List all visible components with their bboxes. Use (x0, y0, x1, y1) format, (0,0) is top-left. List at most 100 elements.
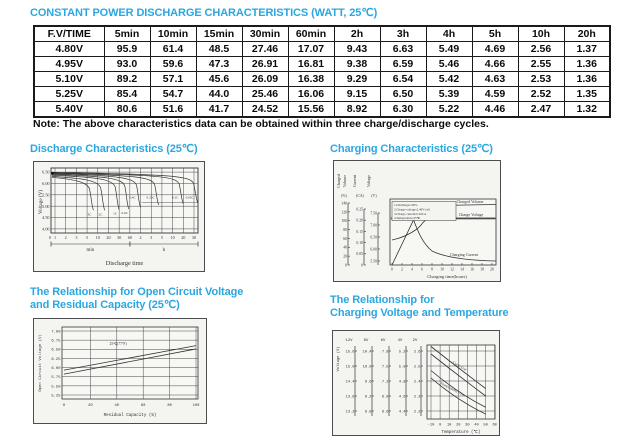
table-cell: 24.52 (241, 101, 289, 118)
table-cell: 26.09 (241, 71, 289, 87)
svg-text:Charged: Charged (336, 174, 341, 187)
svg-text:6.00: 6.00 (51, 367, 61, 371)
svg-text:2.4: 2.4 (414, 380, 421, 384)
table-cell: 4.95V (33, 56, 105, 72)
svg-text:5.75: 5.75 (51, 376, 61, 380)
table-cell: 9.29 (333, 71, 381, 87)
table-cell: 95.9 (103, 41, 151, 57)
table-cell: 2.53 (517, 71, 565, 87)
table-cell: 1.36 (563, 56, 611, 72)
table-header-cell: 20h (563, 25, 611, 42)
svg-text:3: 3 (150, 235, 152, 240)
svg-text:60: 60 (343, 237, 347, 241)
svg-text:20: 20 (490, 268, 494, 272)
svg-text:2.Charge voltage:2.40V/cell: 2.Charge voltage:2.40V/cell (394, 207, 430, 211)
table-cell: 6.30 (379, 101, 427, 118)
svg-text:7.2: 7.2 (382, 380, 389, 384)
cvt-chart-title-line2: Charging Voltage and Temperature (330, 307, 509, 319)
svg-text:Voltage: Voltage (366, 175, 371, 187)
table-cell: 5.39 (425, 86, 473, 102)
table-cell: 61.4 (149, 41, 197, 57)
table-cell: 2.52 (517, 86, 565, 102)
svg-text:2C: 2C (99, 212, 104, 216)
svg-text:1.Discharge:100%: 1.Discharge:100% (394, 203, 418, 207)
svg-text:Current: Current (352, 174, 357, 187)
ocv-chart-svg: Open Circuit Voltage (V) 7.00 6.75 6.50 6.25… (38, 326, 200, 418)
cvt-chart-title: The Relationship for Charging Voltage an… (330, 294, 509, 320)
svg-text:20: 20 (106, 235, 110, 240)
ocv-chart-title-line2: and Residual Capacity (25℃) (30, 299, 180, 311)
svg-text:10: 10 (440, 268, 444, 272)
svg-text:50: 50 (483, 424, 487, 428)
ocv-chart-title-line1: The Relationship for Open Circuit Voltag… (30, 286, 244, 298)
svg-text:Charging Current: Charging Current (450, 252, 479, 257)
cvt-chart-svg: Voltage (V) 12V 8V 6V 4V 2V 15.6 15.0 14.4 13.8 13… (336, 339, 497, 435)
table-cell: 16.06 (287, 86, 335, 102)
table-cell: 41.7 (195, 101, 243, 118)
svg-text:6.00: 6.00 (370, 247, 377, 251)
svg-text:16: 16 (470, 268, 474, 272)
table-row: 5.25V 85.4 54.7 44.0 25.46 16.06 9.15 6.50 5.39 4… (33, 86, 611, 102)
svg-text:3: 3 (75, 235, 77, 240)
svg-text:6.9: 6.9 (382, 395, 389, 399)
table-cell: 44.0 (195, 86, 243, 102)
svg-text:Voltage (V): Voltage (V) (37, 190, 44, 215)
table-cell: 89.2 (103, 71, 151, 87)
charging-chart-title: Charging Characteristics (25℃) (330, 143, 493, 155)
svg-text:Discharge time: Discharge time (106, 260, 144, 267)
svg-text:0.10: 0.10 (356, 241, 363, 245)
table-cell: 2.56 (517, 41, 565, 57)
charging-chart: Charged Volume (%) Current (CA) Voltage (V) 140… (333, 160, 501, 282)
svg-text:0: 0 (361, 263, 363, 267)
svg-text:40: 40 (115, 404, 120, 408)
table-row: 4.80V 95.9 61.4 48.5 27.46 17.07 9.43 6.63 5.49 4… (33, 41, 611, 57)
svg-text:3C: 3C (87, 212, 92, 216)
table-cell: 47.3 (195, 56, 243, 72)
svg-text:5.25: 5.25 (51, 394, 61, 398)
svg-text:Volume: Volume (342, 175, 347, 188)
svg-text:25℃(77°F): 25℃(77°F) (109, 342, 127, 346)
svg-text:80: 80 (343, 228, 347, 232)
svg-text:140: 140 (341, 201, 347, 205)
svg-text:6.00: 6.00 (42, 181, 49, 186)
table-cell: 48.5 (195, 41, 243, 57)
svg-text:9.2: 9.2 (365, 395, 372, 399)
svg-text:30: 30 (192, 235, 196, 240)
page-title: CONSTANT POWER DISCHARGE CHARACTERISTICS… (30, 7, 378, 19)
svg-text:8V: 8V (364, 339, 369, 343)
svg-text:8: 8 (431, 268, 433, 272)
table-row: 5.10V 89.2 57.1 45.6 26.09 16.38 9.29 6.54 5.42 4… (33, 71, 611, 87)
svg-text:0.05: 0.05 (356, 252, 363, 256)
svg-text:4.6: 4.6 (399, 395, 406, 399)
table-cell: 4.63 (471, 71, 519, 87)
svg-text:3.Charge current:0.20CA: 3.Charge current:0.20CA (394, 212, 427, 216)
svg-text:6.50: 6.50 (42, 170, 49, 175)
table-header-cell: 2h (333, 25, 381, 42)
table-cell: 15.56 (287, 101, 335, 118)
svg-text:5.00: 5.00 (42, 204, 49, 209)
svg-text:Charged Volume: Charged Volume (457, 199, 484, 204)
svg-text:2: 2 (401, 268, 403, 272)
charging-chart-svg: Charged Volume(%)Current(CA)Voltage(V)140… (336, 174, 497, 279)
ocv-chart: Open Circuit Voltage (V) 7.00 6.75 6.50 6.25… (33, 318, 207, 424)
svg-text:Cycle Use: Cycle Use (452, 360, 468, 371)
svg-text:5.50: 5.50 (370, 259, 377, 263)
svg-text:0.25: 0.25 (356, 207, 363, 211)
svg-text:min: min (87, 248, 95, 253)
svg-text:6.25: 6.25 (51, 358, 61, 362)
table-header-row: F.V/TIME 5min 10min 15min 30min 60min 2h 3h 4h 5h… (33, 25, 611, 42)
svg-text:6.50: 6.50 (51, 349, 61, 353)
svg-text:0.4C: 0.4C (129, 196, 136, 200)
table-cell: 1.32 (563, 101, 611, 118)
table-header-cell: 10min (149, 25, 197, 42)
table-cell: 6.54 (379, 71, 427, 87)
svg-text:0.1C: 0.1C (172, 196, 179, 200)
svg-text:6V: 6V (381, 339, 386, 343)
svg-text:10.0: 10.0 (363, 365, 372, 369)
table-cell: 17.07 (287, 41, 335, 57)
svg-text:0.6C: 0.6C (121, 211, 128, 215)
table-cell: 51.6 (149, 101, 197, 118)
table-cell: 27.46 (241, 41, 289, 57)
table-cell: 5.40V (33, 101, 105, 118)
table-cell: 4.69 (471, 41, 519, 57)
